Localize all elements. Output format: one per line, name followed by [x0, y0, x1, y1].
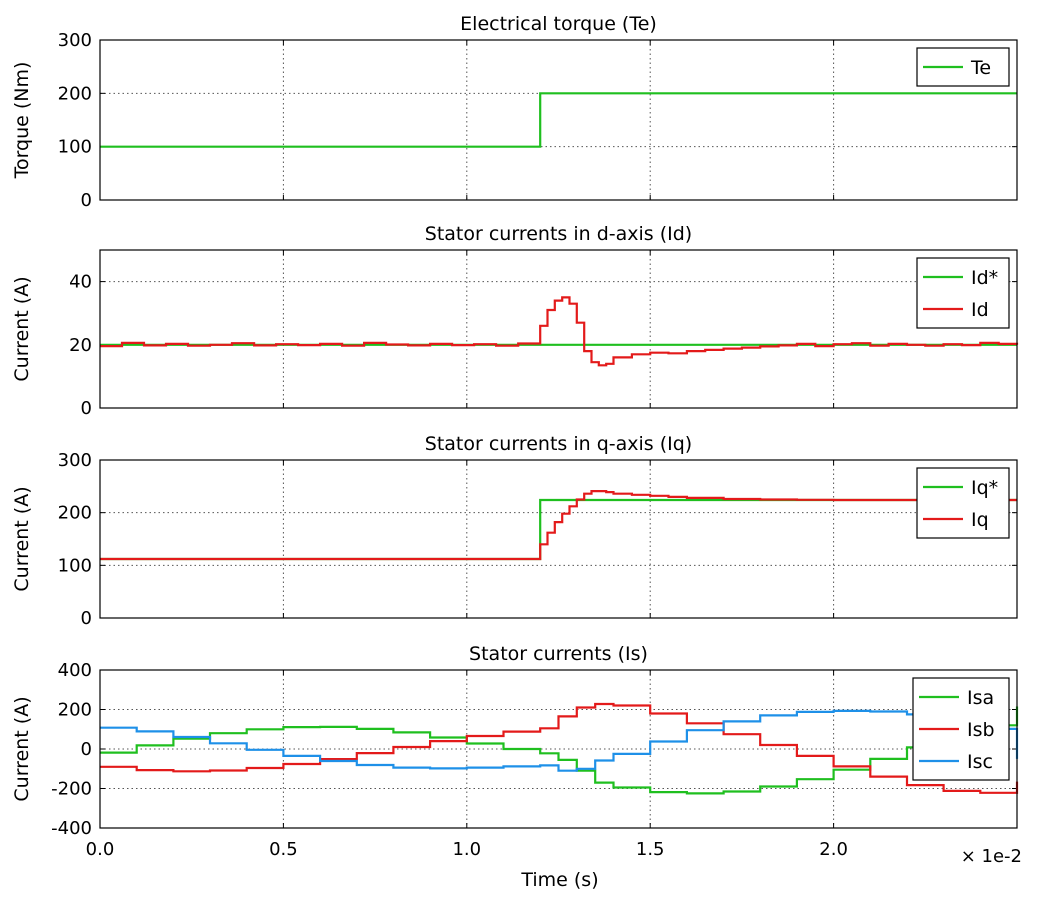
plot-area	[100, 460, 1017, 618]
legend: Te	[916, 47, 1010, 87]
y-tick-label: 0	[81, 190, 92, 211]
y-tick-label: 200	[58, 83, 92, 104]
y-tick-label: 200	[58, 700, 92, 721]
x-tick-label: 2.0	[819, 839, 848, 860]
plot-frame	[99, 669, 1018, 829]
y-axis-label: Torque (Nm)	[11, 62, 33, 180]
chart-panel-1: 0 100 200 300 Electrical torque (Te) Torque (…	[11, 13, 1018, 211]
chart-panel-2: 0 20 40 Stator currents in d-axis (Id) Curre…	[11, 223, 1019, 419]
legend-label-id: Id*	[971, 267, 998, 289]
y-axis-label: Current (A)	[11, 276, 33, 381]
y-tick-label: 100	[58, 555, 92, 576]
x-tick-label: 1.5	[636, 839, 665, 860]
x-tick-label: 1.0	[452, 839, 481, 860]
y-tick-label: 100	[58, 137, 92, 158]
y-tick-label: 0	[81, 739, 92, 760]
legend-box	[916, 257, 1010, 329]
series-line-iq	[100, 490, 1017, 561]
x-tick-label: 0.0	[86, 839, 115, 860]
legend-label-iq: Iq	[971, 509, 989, 531]
legend: Isa Isb Isc	[912, 677, 1010, 781]
legend-label-isb: Isb	[967, 719, 995, 741]
plot-frame	[99, 39, 1018, 201]
x-axis-multiplier: × 1e-2	[961, 846, 1022, 867]
plot-area	[100, 40, 1017, 200]
y-tick-label: -400	[51, 818, 92, 839]
y-tick-label: 40	[69, 272, 92, 293]
legend: Iq* Iq	[916, 467, 1010, 539]
y-tick-label: 200	[58, 503, 92, 524]
legend-label-isc: Isc	[967, 751, 993, 773]
chart-panel-3: 0 100 200 300 Stator currents in q-axis (Iq)…	[11, 433, 1018, 629]
series-line-isb	[100, 702, 1019, 794]
legend: Id* Id	[916, 257, 1010, 329]
y-tick-label: -200	[51, 779, 92, 800]
plot-frame	[99, 459, 1018, 619]
chart-title: Electrical torque (Te)	[460, 13, 657, 35]
legend-label-iq: Iq*	[971, 477, 998, 499]
chart-title: Stator currents in d-axis (Id)	[425, 223, 692, 245]
chart-panel-4: -400 -200 0 200 400 Stator currents (Is) Curre…	[11, 643, 1019, 860]
series-line-id	[100, 296, 1019, 367]
y-axis-label: Current (A)	[11, 696, 33, 801]
legend-label-isa: Isa	[967, 687, 994, 709]
chart-title: Stator currents in q-axis (Iq)	[425, 433, 692, 455]
y-tick-label: 0	[81, 398, 92, 419]
y-tick-label: 20	[69, 335, 92, 356]
x-axis-label: Time (s)	[520, 869, 598, 891]
legend-label-te: Te	[970, 57, 991, 79]
plot-area	[100, 250, 1017, 408]
x-tick-label: 0.5	[269, 839, 298, 860]
y-tick-label: 300	[58, 30, 92, 51]
chart-title: Stator currents (Is)	[469, 643, 648, 665]
legend-label-id: Id	[971, 299, 989, 321]
y-tick-label: 0	[81, 608, 92, 629]
y-axis-label: Current (A)	[11, 486, 33, 591]
y-tick-label: 400	[58, 660, 92, 681]
series-line-te	[100, 92, 1017, 148]
legend-box	[916, 467, 1010, 539]
series-line-isc	[100, 709, 1019, 772]
y-tick-label: 300	[58, 450, 92, 471]
plot-frame	[99, 249, 1018, 409]
